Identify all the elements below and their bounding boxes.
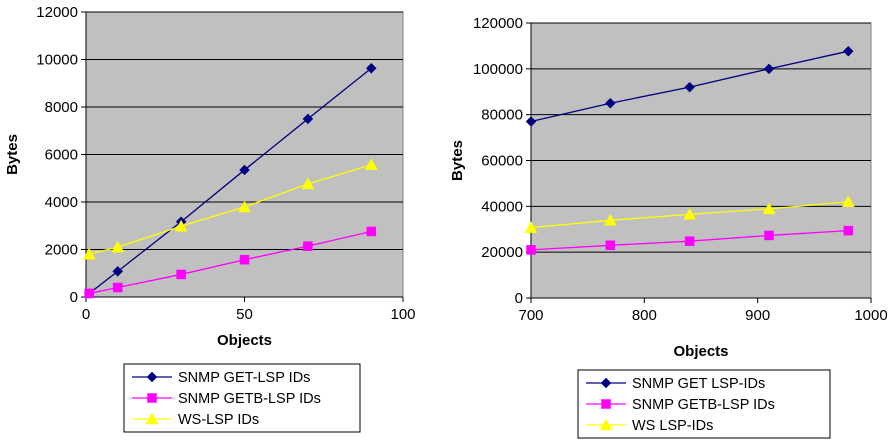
x-tick-label: 800: [632, 307, 657, 324]
data-point: [763, 63, 775, 75]
data-point: [683, 207, 697, 220]
y-tick-label: 4000: [45, 194, 78, 211]
y-tick-label: 6000: [45, 147, 78, 164]
data-point: [762, 202, 776, 215]
legend-label: SNMP GETB-LSP IDs: [178, 391, 321, 407]
data-point: [842, 45, 854, 57]
data-point: [238, 200, 251, 213]
chart-right: 0 20000 40000 60000 80000 100000 120000 700 800 9…: [449, 15, 888, 439]
legend-label: WS-LSP IDs: [178, 412, 259, 428]
y-axis-title: Bytes: [4, 134, 21, 175]
x-axis-title: Objects: [673, 343, 728, 360]
legend-marker: [599, 418, 613, 431]
y-tick-label: 12000: [36, 4, 78, 21]
data-point: [112, 282, 123, 293]
series-line: [89, 230, 372, 295]
y-tick-label: 120000: [473, 15, 523, 32]
x-tick-label: 50: [236, 306, 253, 323]
x-tick-label: 900: [745, 307, 770, 324]
x-tick-label: 700: [518, 307, 543, 324]
series-line: [88, 67, 372, 294]
y-tick-label: 80000: [481, 107, 523, 124]
data-point: [176, 269, 186, 280]
legend-label: SNMP GET LSP-IDs: [632, 376, 765, 392]
legend-label: SNMP GETB-LSP IDs: [632, 397, 775, 413]
data-point: [605, 240, 616, 251]
data-point: [112, 265, 124, 277]
x-tick-label: 100: [390, 306, 415, 323]
x-tick-label: 0: [82, 306, 90, 323]
data-point: [843, 225, 854, 236]
y-tick-label: 0: [70, 289, 78, 306]
legend-marker: [146, 371, 158, 383]
y-tick-label: 20000: [481, 244, 523, 261]
y-tick-label: 8000: [45, 99, 78, 116]
x-tick-label: 1000: [854, 307, 887, 324]
data-point: [84, 288, 94, 299]
legend-label: SNMP GET-LSP IDs: [178, 370, 310, 386]
data-point: [526, 245, 536, 255]
data-point: [303, 241, 313, 251]
y-tick-label: 100000: [473, 61, 523, 78]
legend-marker: [601, 399, 611, 409]
data-point: [174, 219, 188, 232]
data-point: [524, 221, 538, 233]
y-tick-label: 60000: [481, 153, 523, 170]
legend-label: WS LSP-IDs: [632, 418, 713, 434]
legend-marker: [147, 393, 157, 403]
data-point: [764, 230, 774, 241]
data-point: [82, 247, 96, 260]
data-point: [604, 97, 616, 109]
legend-marker: [600, 377, 612, 389]
data-point: [841, 195, 855, 207]
data-point: [684, 236, 695, 246]
data-point: [603, 213, 617, 226]
y-tick-label: 0: [515, 290, 523, 307]
series-line: [89, 164, 372, 255]
data-point: [364, 158, 378, 170]
data-point: [366, 226, 377, 237]
data-point: [302, 113, 314, 125]
data-point: [239, 164, 250, 176]
y-tick-label: 40000: [481, 198, 523, 215]
data-point: [301, 177, 315, 190]
y-axis-title: Bytes: [449, 140, 466, 181]
y-tick-label: 2000: [45, 242, 78, 259]
x-axis-title: Objects: [217, 332, 272, 349]
y-tick-label: 10000: [36, 52, 78, 69]
data-point: [365, 62, 377, 74]
data-point: [111, 240, 125, 253]
data-point: [239, 254, 250, 265]
data-point: [525, 116, 537, 127]
chart-left: 0 2000 4000 6000 8000 10000 12000 0 50 100 Objects…: [4, 4, 416, 433]
data-point: [684, 81, 696, 93]
legend-marker: [145, 412, 159, 425]
